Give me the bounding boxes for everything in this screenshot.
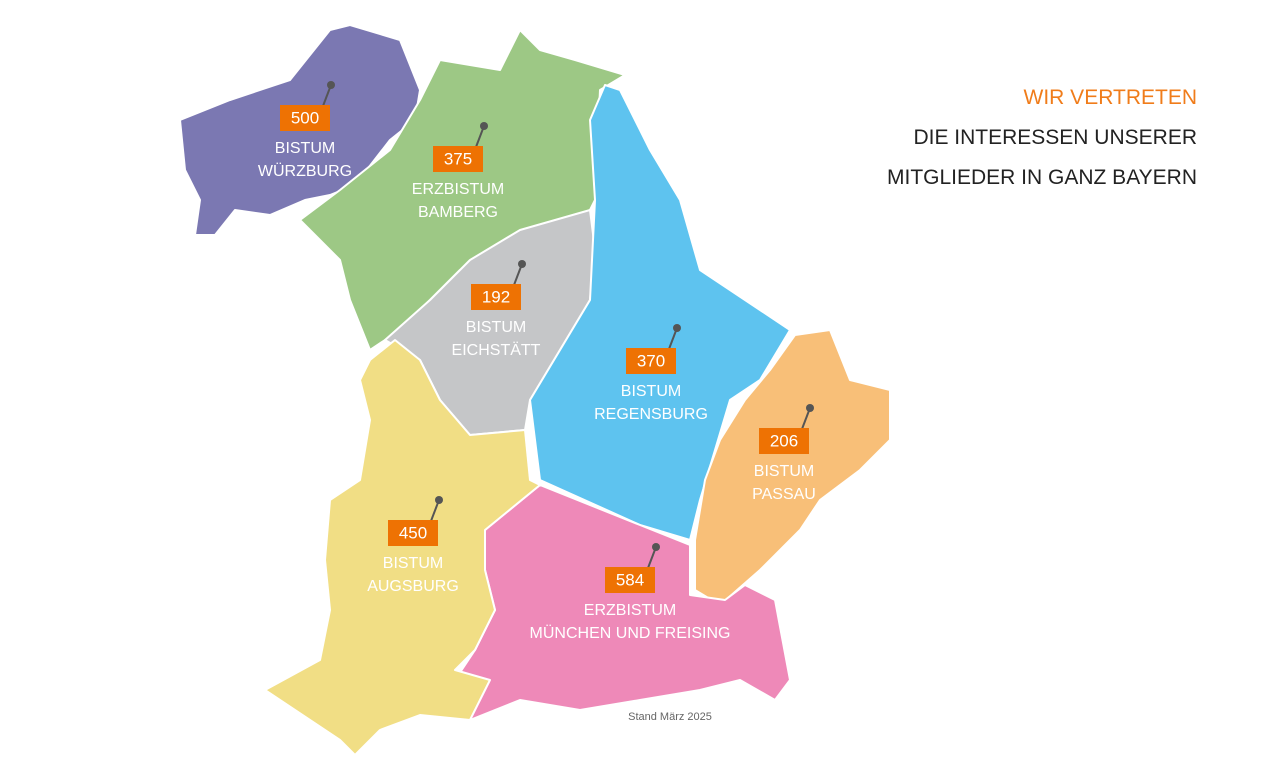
region-name: BISTUM <box>754 463 814 480</box>
count-badge <box>626 348 676 374</box>
count-badge <box>759 428 809 454</box>
count-badge <box>471 284 521 310</box>
heading-line: DIE INTERESSEN UNSERER <box>913 126 1197 149</box>
region-name: ERZBISTUM <box>584 602 676 619</box>
region-name: MÜNCHEN UND FREISING <box>530 624 731 642</box>
pin-head <box>652 543 660 551</box>
footnote: Stand März 2025 <box>628 711 712 723</box>
heading-line: MITGLIEDER IN GANZ BAYERN <box>887 166 1197 189</box>
region-name: PASSAU <box>752 486 816 503</box>
pin-head <box>806 404 814 412</box>
region-name: BISTUM <box>621 383 681 400</box>
count: 206 <box>770 431 798 450</box>
count-badge <box>280 105 330 131</box>
region-labels: 500 BISTUM WÜRZBURG 375 ERZBISTUM BAMBERG 192 B… <box>258 81 816 642</box>
count: 500 <box>291 108 319 127</box>
pin-head <box>673 324 681 332</box>
count: 584 <box>616 570 644 589</box>
region-name: REGENSBURG <box>594 406 708 423</box>
count: 450 <box>399 523 427 542</box>
pin-head <box>327 81 335 89</box>
region-augsburg <box>264 339 541 756</box>
region-name: BISTUM <box>275 140 335 157</box>
region-name: AUGSBURG <box>367 578 459 595</box>
region-name: WÜRZBURG <box>258 162 352 180</box>
region-name: BAMBERG <box>418 204 498 221</box>
count: 375 <box>444 149 472 168</box>
region-muenchen <box>454 484 791 721</box>
region-passau <box>694 329 891 606</box>
count: 192 <box>482 287 510 306</box>
region-regensburg <box>529 84 791 541</box>
map <box>179 24 891 756</box>
count-badge <box>388 520 438 546</box>
region-name: EICHSTÄTT <box>452 341 541 359</box>
pin-head <box>518 260 526 268</box>
region-name: BISTUM <box>466 319 526 336</box>
pin-head <box>480 122 488 130</box>
count-badge <box>433 146 483 172</box>
count: 370 <box>637 351 665 370</box>
heading-accent: WIR VERTRETEN <box>1024 86 1197 109</box>
pin-head <box>435 496 443 504</box>
region-name: BISTUM <box>383 555 443 572</box>
region-name: ERZBISTUM <box>412 181 504 198</box>
count-badge <box>605 567 655 593</box>
